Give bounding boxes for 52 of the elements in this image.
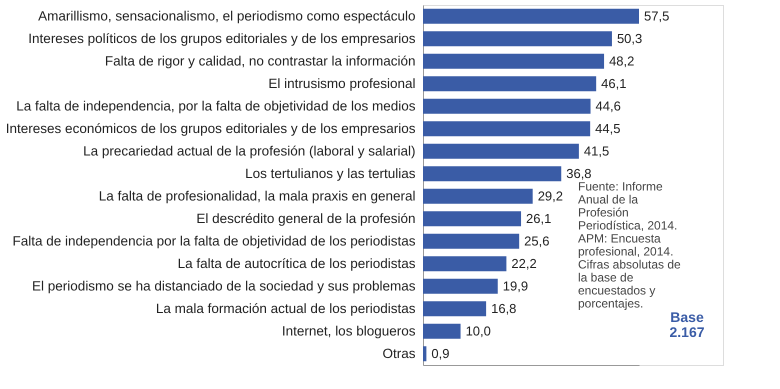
y-tick-label: La falta de independencia, por la falta de objetividad de los medios — [16, 98, 416, 114]
annotation: Fuente: Informe Anual de la Profesión Periodística, 2014. — [578, 179, 678, 232]
y-tick-label: Otras — [382, 346, 416, 361]
y-tick-label: Internet, los blogueros — [282, 323, 416, 338]
annotation: Cifras absolutas de la base de encuestados y porcentajes. — [578, 257, 682, 310]
y-tick-label: La falta de autocrítica de los periodistas — [178, 256, 416, 271]
data-label: 29,2 — [538, 188, 564, 204]
bar — [423, 76, 596, 92]
y-tick-label: Intereses políticos de los grupos editoriales y de los empresarios — [28, 30, 416, 46]
y-tick-label: Los tertulianos y las tertulias — [245, 166, 416, 181]
data-label: 46,1 — [601, 76, 626, 91]
y-tick-label: Amarillismo, sensacionalismo, el periodismo como espectáculo — [38, 8, 416, 24]
y-tick-label: La mala formación actual de los periodistas — [156, 300, 416, 316]
y-tick-label: El descrédito general de la profesión — [196, 210, 416, 226]
y-tick-label: La precariedad actual de la profesión (laboral y salarial) — [83, 143, 416, 158]
annotation: APM: Encuesta profesional, 2014. — [578, 231, 674, 258]
data-label: 41,5 — [584, 143, 610, 158]
data-label: 57,5 — [644, 8, 670, 24]
data-label: 48,2 — [609, 53, 634, 68]
bar — [423, 278, 498, 294]
data-label: 10,0 — [466, 323, 491, 338]
bar — [423, 324, 461, 339]
bar — [423, 346, 426, 362]
y-tick-label: El periodismo se ha distanciado de la sociedad y sus problemas — [32, 278, 416, 294]
data-label: 16,8 — [491, 300, 516, 316]
data-label: 22,2 — [511, 256, 537, 271]
y-tick-label: Falta de rigor y calidad, no contrastar la información — [104, 53, 416, 68]
data-label: 26,1 — [526, 210, 552, 226]
y-tick-label: El intrusismo profesional — [268, 76, 416, 91]
bar — [423, 144, 579, 159]
bar — [423, 234, 520, 249]
y-tick-label: Intereses económicos de los grupos editoriales y de los empresarios — [6, 120, 416, 136]
bar — [423, 54, 604, 69]
bar — [423, 211, 522, 226]
data-label: 44,6 — [596, 98, 621, 114]
data-label: 36,8 — [566, 166, 592, 181]
data-label: 44,5 — [595, 120, 620, 136]
text: Base 2.167 — [669, 309, 705, 340]
bar — [423, 301, 486, 316]
bar — [423, 121, 590, 136]
bar — [423, 98, 591, 114]
data-label: 25,6 — [524, 233, 550, 248]
data-label: 0,9 — [431, 346, 450, 361]
y-tick-label: La falta de profesionalidad, la mala praxis en general — [98, 188, 416, 204]
bar — [423, 256, 506, 272]
bar — [423, 8, 639, 24]
bar — [423, 166, 562, 182]
y-tick-label: Falta de independencia por la falta de objetividad de los periodistas — [12, 233, 416, 248]
data-label: 19,9 — [502, 278, 528, 294]
data-label: 50,3 — [616, 30, 642, 46]
bar — [423, 31, 612, 46]
bar — [423, 188, 533, 204]
